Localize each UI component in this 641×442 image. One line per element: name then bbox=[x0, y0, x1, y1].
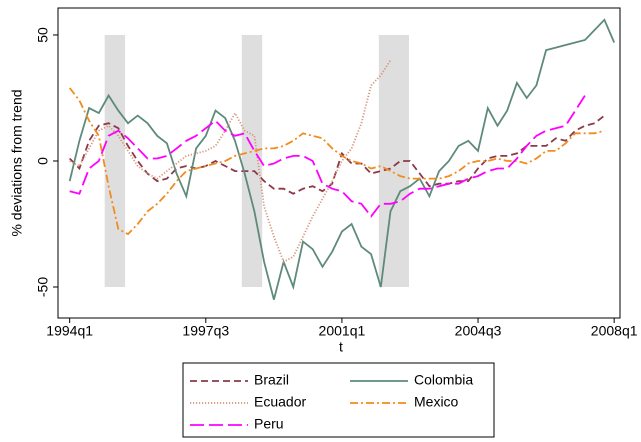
legend-label: Colombia bbox=[414, 372, 473, 388]
shaded-region bbox=[241, 34, 263, 287]
series-line bbox=[68, 18, 616, 300]
shaded-region bbox=[104, 34, 126, 287]
x-tick-label: 1997q3 bbox=[182, 323, 229, 339]
y-tick-label: -50 bbox=[35, 277, 51, 297]
x-tick-label: 2001q1 bbox=[319, 323, 366, 339]
plot-frame bbox=[57, 7, 621, 319]
y-tick-label: 0 bbox=[35, 157, 51, 165]
y-tick-label: 50 bbox=[35, 27, 51, 43]
series-line bbox=[69, 95, 586, 218]
legend-label: Peru bbox=[254, 416, 284, 432]
series-line bbox=[69, 59, 392, 264]
x-tick-label: 1994q1 bbox=[46, 323, 93, 339]
x-tick-label: 2004q3 bbox=[455, 323, 502, 339]
series-line bbox=[69, 114, 605, 195]
y-axis-label: % deviations from trend bbox=[9, 89, 25, 236]
legend-label: Ecuador bbox=[254, 394, 306, 410]
legend-label: Mexico bbox=[414, 394, 459, 410]
x-axis-label: t bbox=[339, 339, 343, 355]
x-tick-label: 2008q1 bbox=[591, 323, 638, 339]
legend-label: Brazil bbox=[254, 372, 289, 388]
